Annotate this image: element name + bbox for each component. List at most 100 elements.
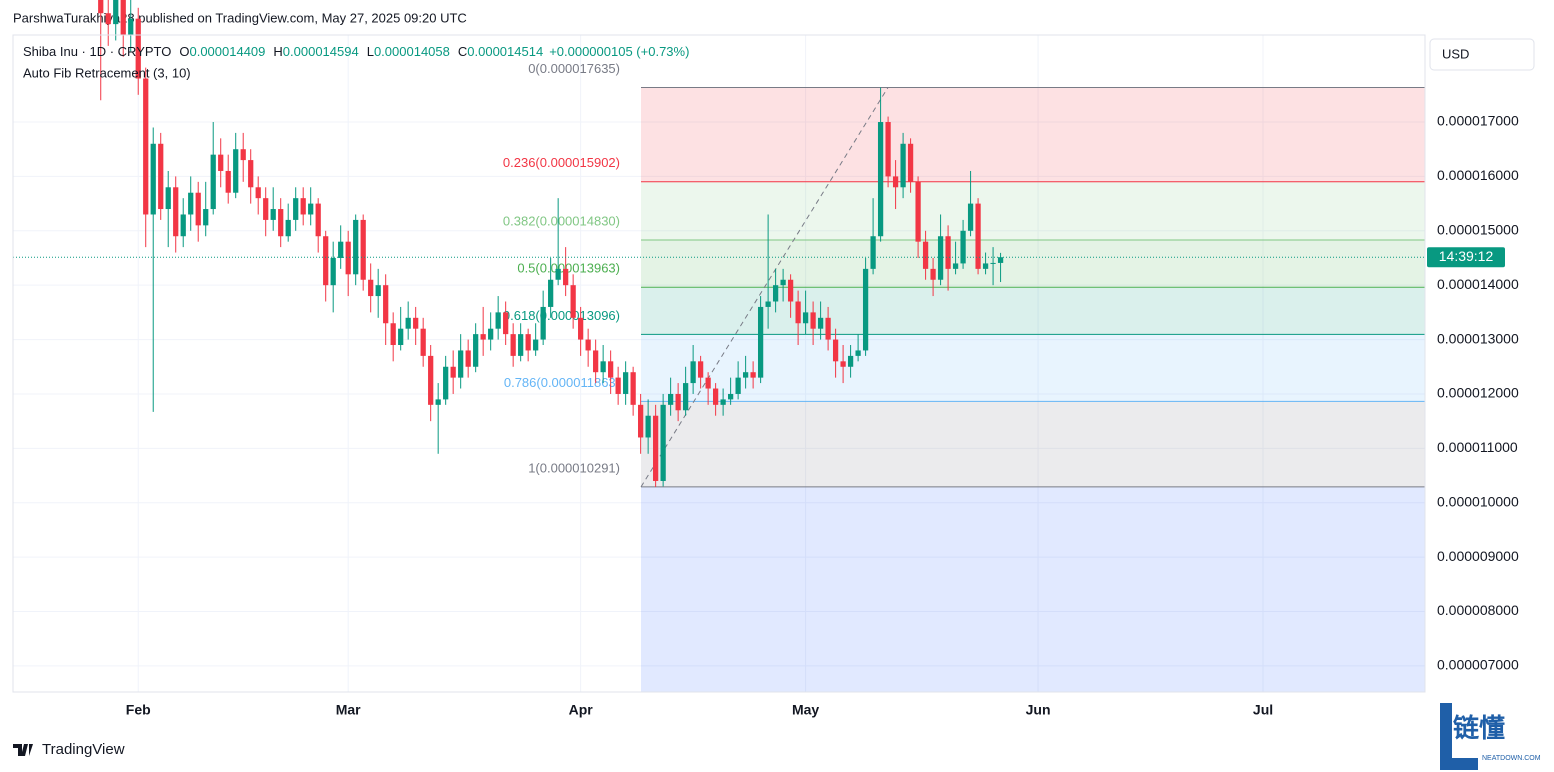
y-tick-label: 0.000009000 bbox=[1437, 548, 1519, 564]
y-tick-label: 0.000012000 bbox=[1437, 385, 1519, 401]
fib-band bbox=[641, 287, 1425, 335]
watermark: 链懂 NEATDOWN.COM bbox=[1440, 703, 1541, 770]
x-tick-label: Mar bbox=[336, 702, 361, 718]
candle-body bbox=[105, 13, 111, 25]
candle-body bbox=[623, 372, 629, 394]
x-tick-label: Jun bbox=[1026, 702, 1051, 718]
candle-body bbox=[915, 181, 921, 242]
candle-body bbox=[518, 334, 524, 356]
y-tick-label: 0.000010000 bbox=[1437, 493, 1519, 509]
o-value: 0.000014409 bbox=[189, 44, 265, 59]
candle-body bbox=[495, 312, 501, 329]
candle-body bbox=[548, 279, 554, 307]
candle-body bbox=[937, 236, 944, 280]
candle-body bbox=[203, 209, 209, 226]
candle-body bbox=[210, 154, 216, 210]
candle-body bbox=[877, 122, 884, 237]
candle-body bbox=[390, 323, 396, 346]
watermark-icon bbox=[1440, 703, 1478, 770]
candle-body bbox=[180, 214, 186, 237]
candle-body bbox=[413, 317, 419, 329]
candle-body bbox=[578, 317, 584, 340]
candle-body bbox=[555, 268, 561, 280]
candle-body bbox=[120, 0, 126, 36]
candle-body bbox=[353, 219, 359, 275]
candle-body bbox=[615, 377, 621, 394]
candle-body bbox=[503, 312, 509, 335]
l-label: L bbox=[367, 44, 374, 59]
candle-body bbox=[165, 187, 171, 210]
fib-label: 0.618(0.000013096) bbox=[503, 308, 620, 323]
candle-body bbox=[360, 219, 366, 280]
logo-icon bbox=[13, 744, 33, 756]
candle-body bbox=[675, 393, 681, 411]
candle-body bbox=[323, 236, 329, 286]
x-tick-label: Jul bbox=[1253, 702, 1273, 718]
candle-body bbox=[368, 279, 374, 297]
candle-body bbox=[218, 154, 224, 171]
candle-body bbox=[960, 230, 966, 264]
watermark-text: 链懂 bbox=[1453, 713, 1505, 743]
publisher: ParshwaTurakhiya28 published on TradingV… bbox=[13, 10, 467, 25]
candle-body bbox=[720, 399, 726, 405]
legend: Shiba Inu · 1D · CRYPTO O0.000014409 H0.00… bbox=[23, 44, 689, 59]
fib-band bbox=[641, 240, 1425, 288]
candle-body bbox=[713, 388, 719, 405]
y-tick-label: 0.000008000 bbox=[1437, 602, 1519, 618]
y-tick-label: 0.000013000 bbox=[1437, 330, 1519, 346]
c-label: C bbox=[458, 44, 467, 59]
candle-body bbox=[825, 317, 831, 340]
watermark-sub: NEATDOWN.COM bbox=[1482, 755, 1541, 762]
candle-body bbox=[263, 198, 269, 220]
currency[interactable]: USD bbox=[1442, 46, 1469, 61]
candle-body bbox=[225, 170, 231, 193]
currency-button[interactable] bbox=[1429, 38, 1535, 71]
candle-body bbox=[698, 361, 704, 378]
candle-body bbox=[952, 263, 959, 269]
candle-body bbox=[975, 203, 981, 269]
countdown: 14:39:12 bbox=[1439, 248, 1494, 264]
candle-body bbox=[900, 143, 906, 188]
plot-border bbox=[12, 34, 1426, 693]
fib-trend bbox=[640, 87, 889, 488]
candle-body bbox=[173, 187, 179, 237]
candle-body bbox=[593, 350, 599, 373]
countdown-box bbox=[1427, 247, 1505, 268]
candle-body bbox=[458, 350, 464, 378]
candle-body bbox=[540, 306, 546, 340]
candle-body bbox=[240, 149, 246, 161]
candle-body bbox=[345, 241, 351, 275]
candle-body bbox=[233, 149, 239, 193]
candle-body bbox=[780, 279, 786, 286]
candle-body bbox=[285, 219, 291, 237]
candle-body bbox=[113, 0, 119, 25]
candle-body bbox=[855, 350, 861, 356]
candle-body bbox=[420, 328, 426, 356]
brand: TradingView bbox=[42, 741, 125, 758]
candle-body bbox=[907, 143, 914, 182]
candle-body bbox=[608, 361, 614, 378]
candle-body bbox=[443, 366, 449, 400]
candle-body bbox=[787, 279, 794, 302]
candle-body bbox=[398, 328, 404, 346]
candle-body bbox=[128, 18, 134, 35]
candle-body bbox=[293, 198, 299, 220]
candle-body bbox=[405, 317, 411, 329]
candle-body bbox=[488, 328, 494, 340]
candle-body bbox=[967, 203, 974, 231]
candle-body bbox=[982, 263, 989, 269]
h-label: H bbox=[273, 44, 282, 59]
candle-body bbox=[473, 334, 479, 367]
fib-band bbox=[641, 181, 1425, 241]
symbol: Shiba Inu · 1D · CRYPTO bbox=[23, 44, 171, 59]
candle-body bbox=[668, 393, 674, 405]
fib-label: 0.236(0.000015902) bbox=[503, 155, 620, 170]
candle-body bbox=[930, 268, 936, 280]
candle-body bbox=[375, 285, 381, 297]
fib-band bbox=[641, 401, 1425, 487]
candle-body bbox=[450, 366, 456, 378]
candle-body bbox=[802, 312, 809, 324]
candle-body bbox=[150, 143, 156, 215]
x-tick-label: May bbox=[792, 702, 819, 718]
